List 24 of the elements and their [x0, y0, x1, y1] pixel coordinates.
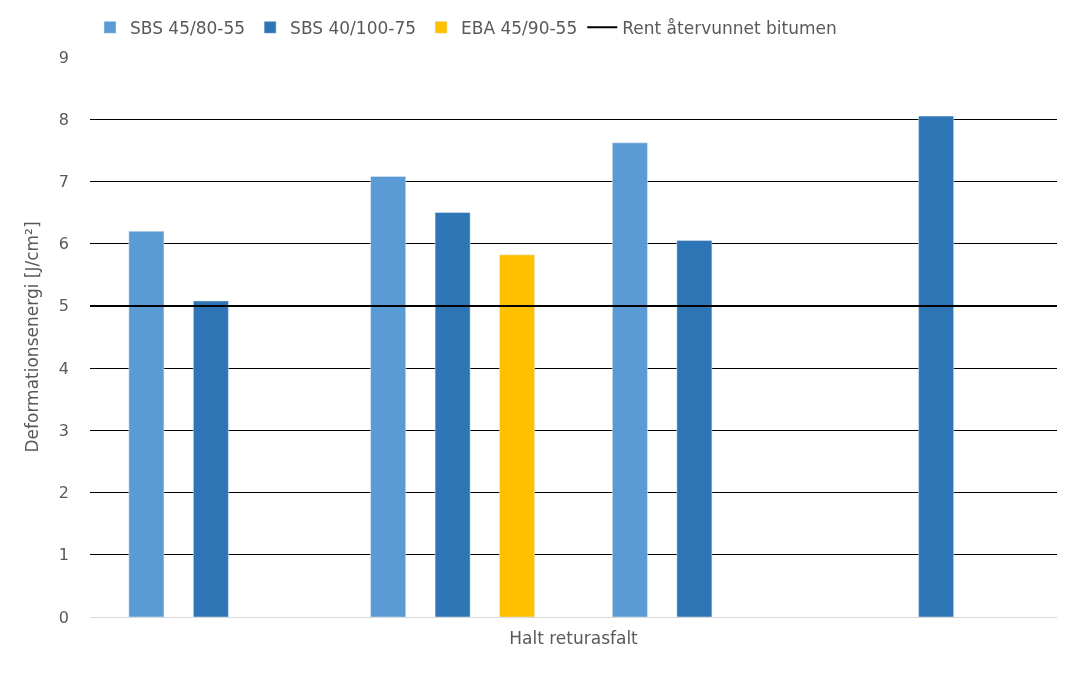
y-tick-label: 7	[58, 172, 69, 192]
y-tick-label: 8	[58, 109, 69, 129]
y-axis-title: Deformationsenergi [J/cm²]	[22, 221, 43, 453]
legend-label: SBS 40/100-75	[290, 17, 417, 38]
y-tick-label: 1	[58, 545, 69, 565]
x-axis-title: Halt returasfalt	[509, 628, 639, 649]
y-tick-label: 6	[58, 234, 69, 254]
legend-label: Rent återvunnet bitumen	[622, 17, 837, 38]
bar	[676, 240, 713, 617]
legend-label: SBS 45/80-55	[130, 17, 246, 38]
y-tick-label: 2	[58, 483, 69, 503]
bar	[193, 300, 229, 617]
y-tick-label: 5	[58, 296, 69, 316]
y-tick-label: 0	[58, 607, 69, 627]
bar	[918, 115, 954, 617]
bar	[612, 142, 648, 617]
y-tick-label: 4	[58, 358, 69, 378]
bar	[370, 176, 406, 617]
bar	[128, 230, 165, 617]
y-tick-label: 3	[58, 420, 69, 440]
y-tick-label: 9	[58, 47, 69, 67]
bar	[499, 254, 535, 617]
legend-label: EBA 45/90-55	[461, 17, 578, 38]
bar	[434, 212, 471, 617]
